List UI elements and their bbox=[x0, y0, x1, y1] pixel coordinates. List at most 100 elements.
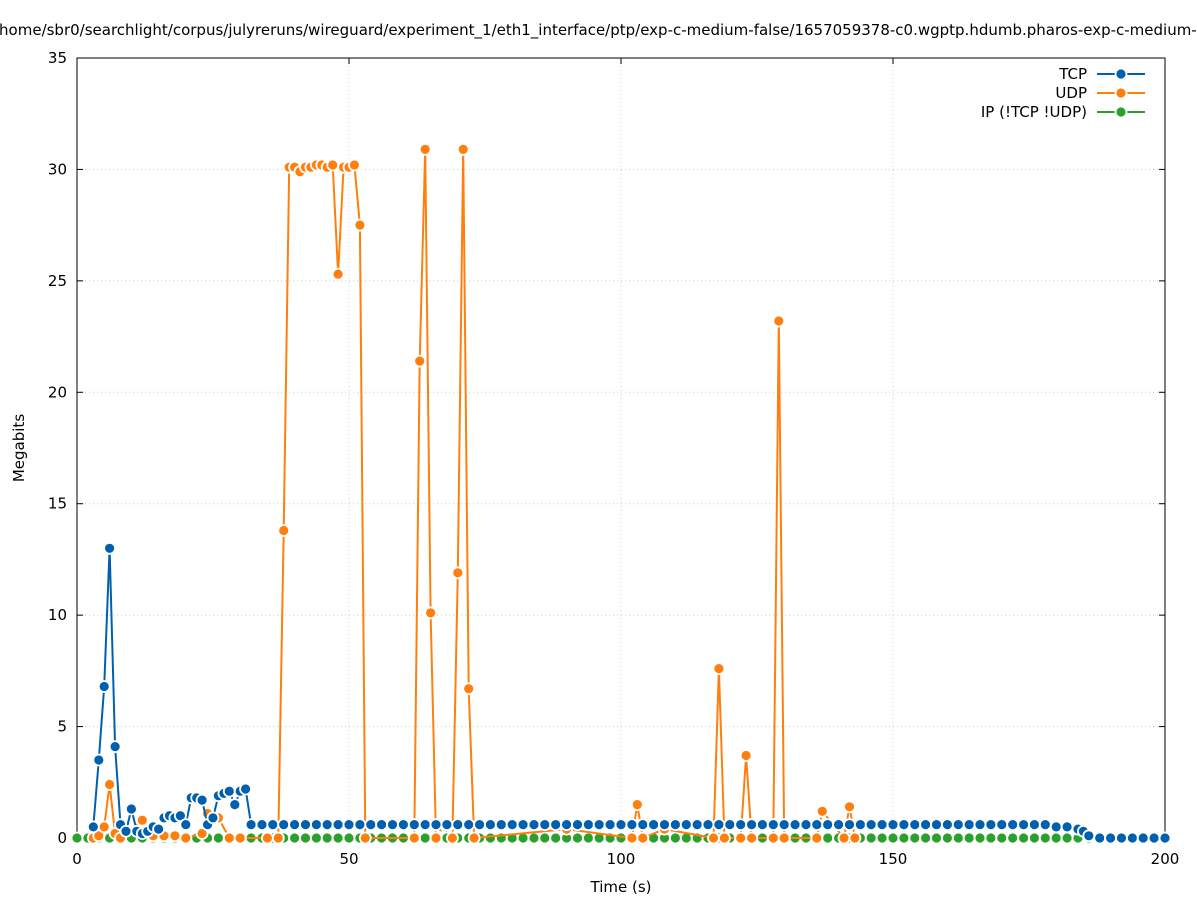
legend-label: IP (!TCP !UDP) bbox=[981, 103, 1087, 121]
data-point bbox=[636, 831, 650, 845]
data-point bbox=[456, 142, 470, 156]
data-point bbox=[260, 831, 274, 845]
data-point bbox=[467, 831, 481, 845]
data-point bbox=[1093, 831, 1107, 845]
data-point bbox=[70, 831, 84, 845]
data-point bbox=[277, 818, 291, 831]
data-point bbox=[707, 831, 720, 845]
data-point bbox=[413, 354, 427, 368]
x-tick-label: 150 bbox=[879, 850, 908, 868]
data-point bbox=[886, 818, 900, 831]
data-point bbox=[734, 831, 748, 845]
data-point bbox=[636, 818, 650, 831]
data-point bbox=[309, 818, 323, 831]
data-point bbox=[396, 818, 410, 831]
data-point bbox=[124, 802, 138, 816]
data-point bbox=[418, 831, 432, 845]
data-point bbox=[206, 811, 220, 825]
data-point bbox=[119, 824, 133, 838]
data-point bbox=[669, 818, 682, 831]
data-point bbox=[843, 800, 856, 814]
data-point bbox=[962, 831, 976, 845]
data-point bbox=[908, 818, 922, 831]
data-point bbox=[1082, 829, 1096, 843]
y-tick-label: 5 bbox=[57, 718, 67, 736]
data-point bbox=[342, 818, 356, 831]
y-tick-label: 35 bbox=[48, 49, 67, 67]
data-point bbox=[451, 818, 465, 831]
series-udp bbox=[86, 142, 862, 845]
data-point bbox=[483, 818, 497, 831]
data-point bbox=[288, 818, 302, 831]
data-point bbox=[299, 831, 312, 845]
legend-label: UDP bbox=[1055, 84, 1087, 102]
data-point bbox=[445, 831, 459, 845]
data-point bbox=[103, 541, 116, 555]
data-point bbox=[255, 818, 269, 831]
data-point bbox=[549, 818, 563, 831]
data-point bbox=[1028, 818, 1041, 831]
data-point bbox=[353, 818, 367, 831]
data-point bbox=[930, 831, 943, 845]
data-point bbox=[571, 818, 584, 831]
data-point bbox=[97, 680, 111, 693]
data-point bbox=[843, 818, 856, 831]
series-tcp bbox=[86, 541, 1172, 845]
data-point bbox=[815, 804, 829, 818]
data-point bbox=[462, 682, 476, 696]
data-point bbox=[407, 818, 421, 831]
data-point bbox=[266, 818, 280, 831]
data-point bbox=[766, 818, 780, 831]
data-point bbox=[451, 566, 465, 580]
data-point bbox=[353, 218, 367, 232]
data-point bbox=[875, 818, 889, 831]
legend-item: IP (!TCP !UDP) bbox=[981, 103, 1145, 121]
data-point bbox=[848, 831, 862, 845]
data-point bbox=[788, 818, 802, 831]
data-point bbox=[739, 749, 753, 762]
data-point bbox=[277, 524, 291, 537]
data-point bbox=[195, 793, 209, 807]
legend-label: TCP bbox=[1058, 65, 1087, 83]
legend-item: UDP bbox=[1055, 84, 1145, 102]
data-point bbox=[1126, 831, 1139, 845]
data-point bbox=[375, 818, 389, 831]
data-point bbox=[810, 831, 824, 845]
data-point bbox=[429, 818, 443, 831]
x-tick-label: 200 bbox=[1151, 850, 1180, 868]
y-tick-label: 10 bbox=[48, 606, 67, 624]
data-point bbox=[152, 822, 166, 836]
data-point bbox=[386, 818, 399, 831]
data-point bbox=[299, 818, 312, 831]
data-point bbox=[941, 818, 954, 831]
data-point bbox=[875, 831, 889, 845]
data-point bbox=[538, 831, 552, 845]
data-point bbox=[288, 831, 302, 845]
data-point bbox=[658, 818, 671, 831]
grid bbox=[77, 58, 1165, 838]
data-point bbox=[424, 606, 438, 620]
data-point bbox=[995, 818, 1009, 831]
data-point bbox=[483, 831, 497, 845]
data-point bbox=[527, 831, 541, 845]
data-point bbox=[701, 818, 715, 831]
data-point bbox=[886, 831, 900, 845]
data-point bbox=[592, 818, 606, 831]
data-point bbox=[1049, 820, 1063, 834]
data-point bbox=[973, 831, 987, 845]
data-point bbox=[941, 831, 954, 845]
data-point bbox=[1136, 831, 1150, 845]
data-point bbox=[1049, 831, 1063, 845]
data-point bbox=[179, 831, 193, 845]
data-point bbox=[690, 818, 704, 831]
data-point bbox=[222, 784, 236, 798]
legend-marker bbox=[1114, 105, 1128, 119]
data-point bbox=[864, 831, 878, 845]
legend-marker bbox=[1114, 67, 1128, 81]
data-point bbox=[135, 813, 149, 827]
y-tick-label: 15 bbox=[48, 495, 67, 513]
data-point bbox=[1017, 831, 1030, 845]
series-line bbox=[92, 148, 856, 839]
data-point bbox=[527, 818, 541, 831]
data-point bbox=[473, 818, 487, 831]
